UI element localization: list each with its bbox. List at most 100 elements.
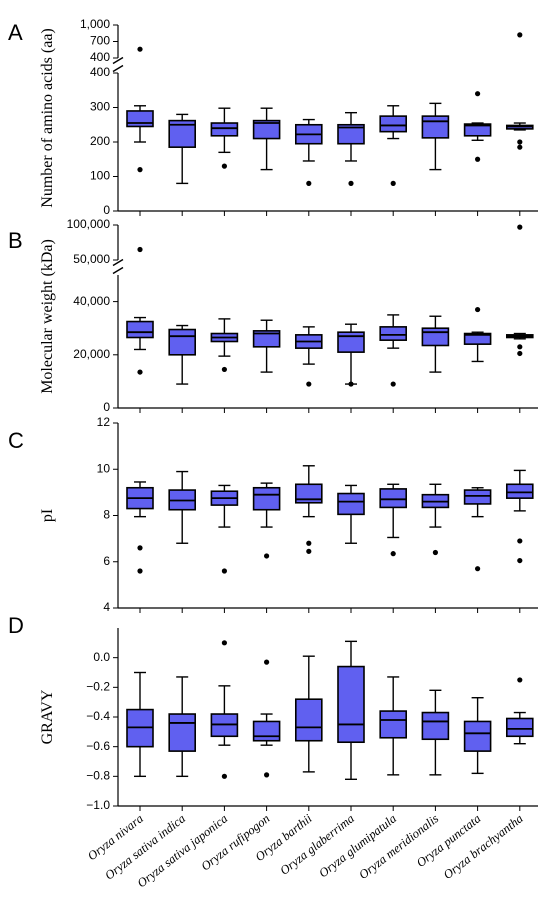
iqr-box <box>337 331 365 353</box>
box-c-6 <box>337 484 365 544</box>
box-d-6 <box>337 640 365 780</box>
box-d-1 <box>126 671 154 778</box>
y-tick-label: 300 <box>90 100 110 114</box>
y-tick-label: −0.6 <box>86 739 110 753</box>
box-a-6 <box>337 111 365 186</box>
panel-label-a: A <box>8 20 23 45</box>
box-d-5 <box>294 655 323 773</box>
iqr-box <box>379 710 408 739</box>
iqr-box <box>379 488 408 509</box>
axis-break-mark <box>112 266 124 275</box>
panel-label-b: B <box>8 228 23 253</box>
box-c-9 <box>463 487 492 572</box>
box-a-8 <box>421 102 450 171</box>
box-b-3 <box>210 318 239 373</box>
y-tick-label: 4 <box>103 600 110 614</box>
outlier-point <box>517 139 523 145</box>
axis-break-mark <box>112 56 124 65</box>
box-d-4 <box>252 659 281 778</box>
box-b-9 <box>463 306 492 363</box>
outlier-point <box>517 344 523 350</box>
y-tick-label: 0.0 <box>93 650 110 664</box>
y-tick-label: 6 <box>103 554 110 568</box>
box-b-8 <box>421 315 450 373</box>
y-tick-label: 8 <box>103 508 110 522</box>
iqr-box <box>421 327 450 347</box>
y-tick-label: 400 <box>90 50 110 64</box>
outlier-point <box>348 180 354 186</box>
box-c-5 <box>294 465 323 554</box>
outlier-point <box>221 163 227 169</box>
box-a-4 <box>252 107 281 171</box>
outlier-point <box>517 350 523 357</box>
y-tick-label: 100 <box>90 169 110 183</box>
outlier-point <box>475 566 481 572</box>
box-d-9 <box>463 697 492 775</box>
y-tick-label: 1,000 <box>80 17 110 31</box>
box-c-8 <box>421 483 450 556</box>
outlier-point <box>475 306 481 313</box>
iqr-box <box>337 123 365 145</box>
box-c-7 <box>379 483 408 557</box>
box-c-2 <box>168 470 196 544</box>
outlier-point <box>137 545 143 551</box>
box-a-1 <box>126 46 154 173</box>
outlier-point <box>306 540 312 546</box>
iqr-box <box>294 483 323 504</box>
outlier-point <box>221 366 227 373</box>
outlier-point <box>221 640 227 646</box>
outlier-point <box>137 46 143 52</box>
box-b-6 <box>337 323 365 387</box>
box-c-3 <box>210 484 239 574</box>
y-axis-label-b: Molecular weight (kDa) <box>39 239 56 394</box>
outlier-point <box>517 32 523 38</box>
y-tick-label: −1.0 <box>86 798 110 812</box>
outlier-point <box>475 91 481 97</box>
box-a-7 <box>379 105 408 186</box>
box-d-3 <box>210 640 239 779</box>
box-a-9 <box>463 91 492 162</box>
panel-label-d: D <box>8 613 24 638</box>
iqr-box <box>463 720 492 752</box>
iqr-box <box>421 711 450 741</box>
y-tick-label: 700 <box>90 34 110 48</box>
outlier-point <box>221 773 227 779</box>
box-b-1 <box>126 246 154 375</box>
box-b-5 <box>294 326 323 387</box>
iqr-box <box>168 713 196 752</box>
outlier-point <box>221 568 227 574</box>
iqr-box <box>379 115 408 133</box>
outlier-point <box>390 381 396 387</box>
axis-break-mark <box>112 258 124 267</box>
iqr-box <box>463 489 492 505</box>
outlier-point <box>137 246 143 253</box>
outlier-point <box>390 551 396 557</box>
y-tick-label: −0.8 <box>86 769 110 783</box>
iqr-box <box>252 486 281 511</box>
iqr-box <box>168 328 196 356</box>
outlier-point <box>137 369 143 375</box>
iqr-box <box>505 483 534 499</box>
box-a-5 <box>294 118 323 186</box>
y-tick-label: −0.4 <box>86 709 110 723</box>
y-tick-label: 0 <box>103 400 110 414</box>
outlier-point <box>517 677 523 683</box>
iqr-box <box>379 326 408 341</box>
axis-break-mark <box>112 64 124 73</box>
outlier-point <box>137 167 143 173</box>
y-tick-label: 40,000 <box>73 294 110 308</box>
outlier-point <box>306 180 312 186</box>
outlier-point <box>517 538 523 544</box>
iqr-box <box>463 123 492 137</box>
iqr-box <box>294 698 323 742</box>
outlier-point <box>264 772 270 778</box>
box-d-2 <box>168 676 196 778</box>
box-c-4 <box>252 482 281 559</box>
box-d-8 <box>421 689 450 776</box>
box-c-10 <box>505 469 534 564</box>
outlier-point <box>264 659 270 665</box>
box-b-4 <box>252 319 281 373</box>
y-axis-label-a: Number of amino acids (aa) <box>39 28 56 207</box>
outlier-point <box>306 548 312 554</box>
